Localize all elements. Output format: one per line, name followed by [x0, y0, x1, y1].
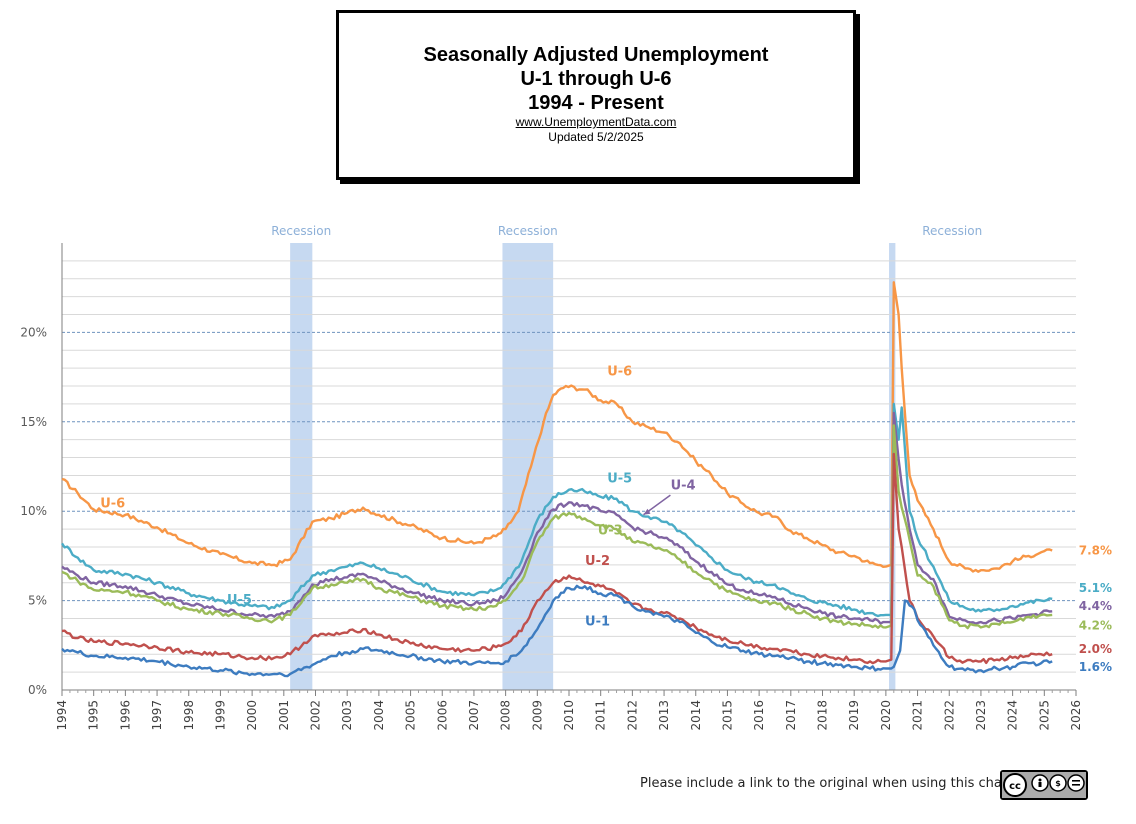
y-tick-label: 15%	[20, 415, 47, 429]
y-tick-label: 5%	[28, 594, 47, 608]
footer-note: Please include a link to the original wh…	[640, 776, 1013, 791]
end-value-label: 4.2%	[1079, 619, 1112, 633]
x-tick-label: 1996	[118, 700, 132, 731]
series-line-u-1	[61, 584, 1053, 678]
svg-text:$: $	[1055, 779, 1061, 788]
x-tick-label: 2018	[816, 700, 830, 731]
axes: 0% 5% 10% 15% 20% 1994 1995 1996 1997 1998 1999 200…	[20, 243, 1083, 731]
x-tick-label: 2002	[309, 700, 323, 731]
x-tick-label: 1998	[182, 700, 196, 731]
end-value-label: 5.1%	[1079, 581, 1112, 595]
site-link[interactable]: www.UnemploymentData.com	[515, 115, 677, 129]
chart-title-line-2: U-1 through U-6	[520, 68, 672, 90]
series-annotation: U-5	[227, 593, 252, 608]
series-annotation: U-6	[607, 364, 632, 379]
recession-label: Recession	[922, 224, 982, 238]
x-tick-label: 2019	[847, 700, 861, 731]
end-value-label: 4.4%	[1079, 599, 1112, 613]
series-line-u-2	[61, 452, 1053, 665]
x-tick-label: 2003	[340, 700, 354, 731]
series-annotation: U-5	[607, 472, 632, 487]
x-tick-label: 2006	[435, 700, 449, 731]
x-tick-label: 2026	[1069, 700, 1083, 731]
recession-label: Recession	[498, 224, 558, 238]
series-line-u-4	[61, 411, 1053, 625]
x-tick-label: 2005	[404, 700, 418, 731]
series-annotation: U-2	[585, 554, 610, 569]
x-tick-label: 1999	[213, 700, 227, 731]
x-tick-label: 2024	[1006, 700, 1020, 731]
x-tick-label: 1997	[150, 700, 164, 731]
u4-arrow-head	[643, 508, 651, 515]
end-value-label: 7.8%	[1079, 544, 1112, 558]
x-tick-label: 2023	[974, 700, 988, 731]
x-tick-label: 2007	[467, 700, 481, 731]
y-tick-label: 0%	[28, 683, 47, 697]
x-tick-label: 2000	[245, 700, 259, 731]
series-annotation: U-1	[585, 615, 610, 630]
cc-by-nc-nd-icon[interactable]: cc $	[1000, 770, 1088, 800]
gridlines	[62, 260, 1076, 673]
series-line-u-6	[61, 281, 1053, 573]
series-labels: U-6 U-5 U-6 U-5 U-4 U-3 U-2 U-1 7.8% 5.1% 4.4% 4.2%…	[100, 364, 1112, 673]
x-tick-label: 2025	[1037, 700, 1051, 731]
series-line-u-5	[60, 402, 1053, 618]
series-annotation: U-6	[100, 497, 125, 512]
svg-text:cc: cc	[1009, 781, 1021, 792]
title-box: Seasonally Adjusted Unemployment U-1 thr…	[336, 10, 856, 180]
x-tick-label: 2016	[752, 700, 766, 731]
recession-band	[290, 243, 313, 690]
x-tick-label: 2008	[499, 700, 513, 731]
x-tick-label: 2001	[277, 700, 291, 731]
series-line-u-3	[61, 424, 1053, 630]
x-tick-label: 2015	[720, 700, 734, 731]
x-tick-label: 2014	[689, 700, 703, 731]
x-tick-label: 2010	[562, 700, 576, 731]
x-tick-label: 2004	[372, 700, 386, 731]
x-tick-label: 2022	[942, 700, 956, 731]
series-lines	[60, 281, 1053, 678]
x-tick-label: 2009	[530, 700, 544, 731]
x-tick-label: 2020	[879, 700, 893, 731]
series-annotation: U-4	[671, 479, 696, 494]
series-annotation: U-3	[598, 523, 623, 538]
recession-label: Recession	[271, 224, 331, 238]
x-tick-label: 1994	[55, 700, 69, 731]
end-value-label: 2.0%	[1079, 642, 1112, 656]
x-tick-label: 2021	[911, 700, 925, 731]
end-value-label: 1.6%	[1079, 660, 1112, 674]
x-tick-label: 2012	[625, 700, 639, 731]
x-tick-label: 1995	[87, 700, 101, 731]
recession-band	[502, 243, 554, 690]
x-tick-label: 2013	[657, 700, 671, 731]
chart-title-line-3: 1994 - Present	[528, 92, 664, 114]
x-tick-label: 2011	[594, 700, 608, 731]
updated-date: Updated 5/2/2025	[548, 130, 644, 144]
x-tick-label: 2017	[784, 700, 798, 731]
chart-title-line-1: Seasonally Adjusted Unemployment	[423, 44, 769, 66]
y-tick-label: 10%	[20, 504, 47, 518]
y-tick-label: 20%	[20, 325, 47, 339]
